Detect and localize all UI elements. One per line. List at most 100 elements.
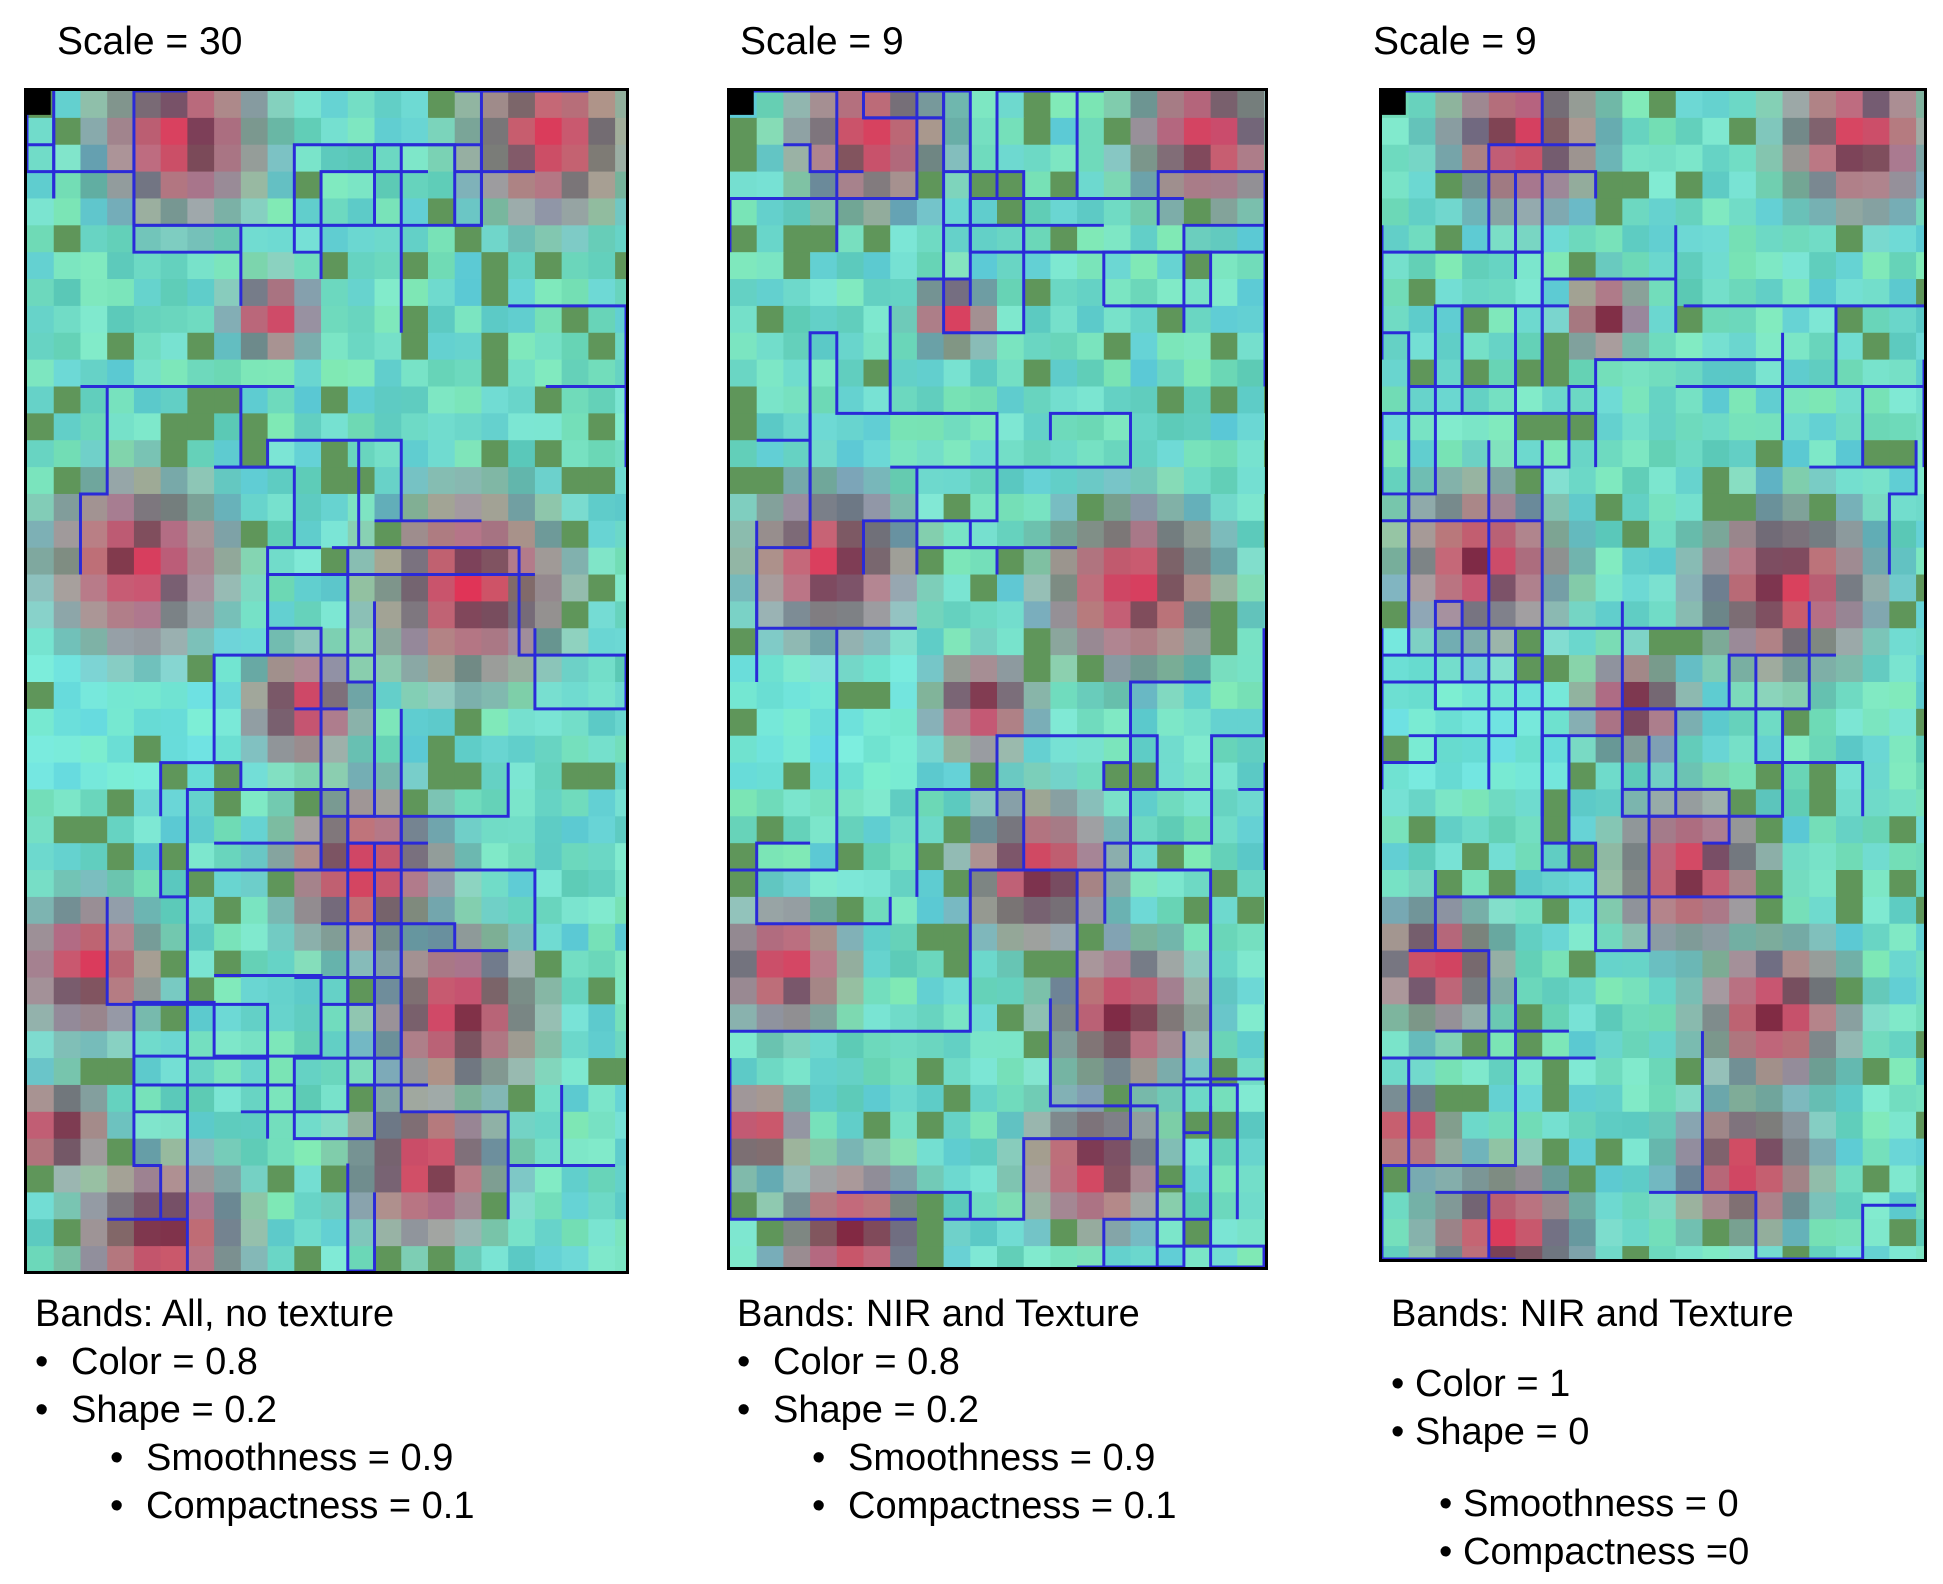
image-pixel — [1809, 547, 1837, 576]
image-pixel — [187, 117, 216, 146]
image-pixel — [1130, 681, 1159, 710]
image-pixel — [943, 1058, 972, 1086]
image-pixel — [1023, 977, 1052, 1006]
image-pixel — [401, 923, 429, 952]
image-pixel — [534, 950, 563, 979]
image-pixel — [890, 1111, 918, 1140]
image-pixel — [1809, 816, 1837, 845]
image-pixel — [1889, 386, 1918, 415]
image-pixel — [1408, 144, 1437, 173]
image-pixel — [997, 789, 1025, 818]
image-pixel — [133, 225, 162, 254]
image-pixel — [1595, 1192, 1624, 1221]
image-pixel — [1382, 332, 1410, 361]
image-pixel — [730, 225, 758, 254]
image-pixel — [1382, 252, 1410, 281]
image-pixel — [267, 117, 296, 146]
image-pixel — [133, 1058, 162, 1086]
image-pixel — [1462, 1219, 1490, 1248]
image-pixel — [133, 198, 162, 227]
image-pixel — [160, 1138, 189, 1167]
image-pixel — [615, 601, 626, 630]
image-pixel — [294, 547, 323, 576]
image-pixel — [997, 1111, 1025, 1140]
image-pixel — [401, 386, 429, 415]
image-pixel — [1729, 708, 1757, 737]
image-pixel — [107, 601, 135, 630]
image-pixel — [1755, 896, 1784, 925]
image-pixel — [27, 1192, 55, 1221]
image-pixel — [1462, 440, 1490, 469]
image-pixel — [1077, 171, 1105, 200]
image-pixel — [214, 198, 242, 227]
image-pixel — [1103, 547, 1132, 576]
image-pixel — [916, 467, 945, 495]
image-pixel — [1889, 950, 1918, 979]
image-pixel — [1542, 735, 1570, 764]
image-pixel — [267, 144, 296, 173]
image-pixel — [1542, 869, 1570, 898]
image-pixel — [508, 171, 536, 200]
image-pixel — [730, 440, 758, 469]
image-pixel — [1130, 1219, 1159, 1248]
image-pixel — [1462, 977, 1490, 1006]
image-pixel — [836, 896, 865, 925]
image-pixel — [160, 1246, 189, 1271]
image-pixel — [454, 789, 483, 818]
image-pixel — [294, 305, 323, 334]
scale-label-2: Scale = 9 — [740, 20, 904, 63]
image-pixel — [615, 547, 626, 576]
image-pixel — [1103, 332, 1132, 361]
image-pixel — [1595, 681, 1624, 710]
image-pixel — [374, 117, 403, 146]
image-pixel — [80, 547, 109, 576]
segment-boundary — [970, 91, 1184, 200]
image-pixel — [1782, 1058, 1811, 1086]
image-pixel — [1916, 440, 1924, 469]
image-pixel — [970, 628, 998, 657]
image-pixel — [1755, 198, 1784, 227]
image-pixel — [1809, 91, 1837, 119]
image-pixel — [997, 279, 1025, 307]
image-pixel — [347, 1004, 376, 1033]
image-pixel — [1210, 359, 1239, 388]
image-pixel — [1408, 1246, 1437, 1259]
image-pixel — [970, 117, 998, 146]
image-pixel — [783, 1219, 812, 1248]
image-pixel — [1237, 1246, 1265, 1267]
image-pixel — [1462, 225, 1490, 254]
image-pixel — [810, 628, 838, 657]
image-pixel — [1515, 332, 1544, 361]
image-pixel — [1210, 1138, 1239, 1167]
image-pixel — [1237, 144, 1265, 173]
image-pixel — [401, 601, 429, 630]
image-pixel — [347, 117, 376, 146]
image-pixel — [1542, 547, 1570, 576]
image-pixel — [810, 171, 838, 200]
image-pixel — [1782, 843, 1811, 871]
image-pixel — [1862, 816, 1891, 845]
image-pixel — [214, 117, 242, 146]
image-pixel — [1889, 762, 1918, 791]
image-pixel — [1916, 789, 1924, 818]
image-pixel — [374, 735, 403, 764]
image-pixel — [1408, 305, 1437, 334]
image-pixel — [916, 305, 945, 334]
image-pixel — [534, 708, 563, 737]
image-pixel — [970, 655, 998, 683]
image-pixel — [1622, 1219, 1651, 1248]
image-pixel — [1702, 1219, 1731, 1248]
image-pixel — [1862, 1219, 1891, 1248]
image-pixel — [810, 144, 838, 173]
image-pixel — [454, 413, 483, 442]
image-pixel — [240, 1111, 269, 1140]
image-pixel — [1157, 1192, 1185, 1221]
image-pixel — [1210, 950, 1239, 979]
image-pixel — [214, 708, 242, 737]
image-pixel — [1595, 1004, 1624, 1033]
image-pixel — [756, 574, 785, 603]
image-pixel — [1782, 117, 1811, 146]
image-pixel — [730, 655, 758, 683]
image-pixel — [1889, 1165, 1918, 1194]
image-pixel — [214, 1192, 242, 1221]
